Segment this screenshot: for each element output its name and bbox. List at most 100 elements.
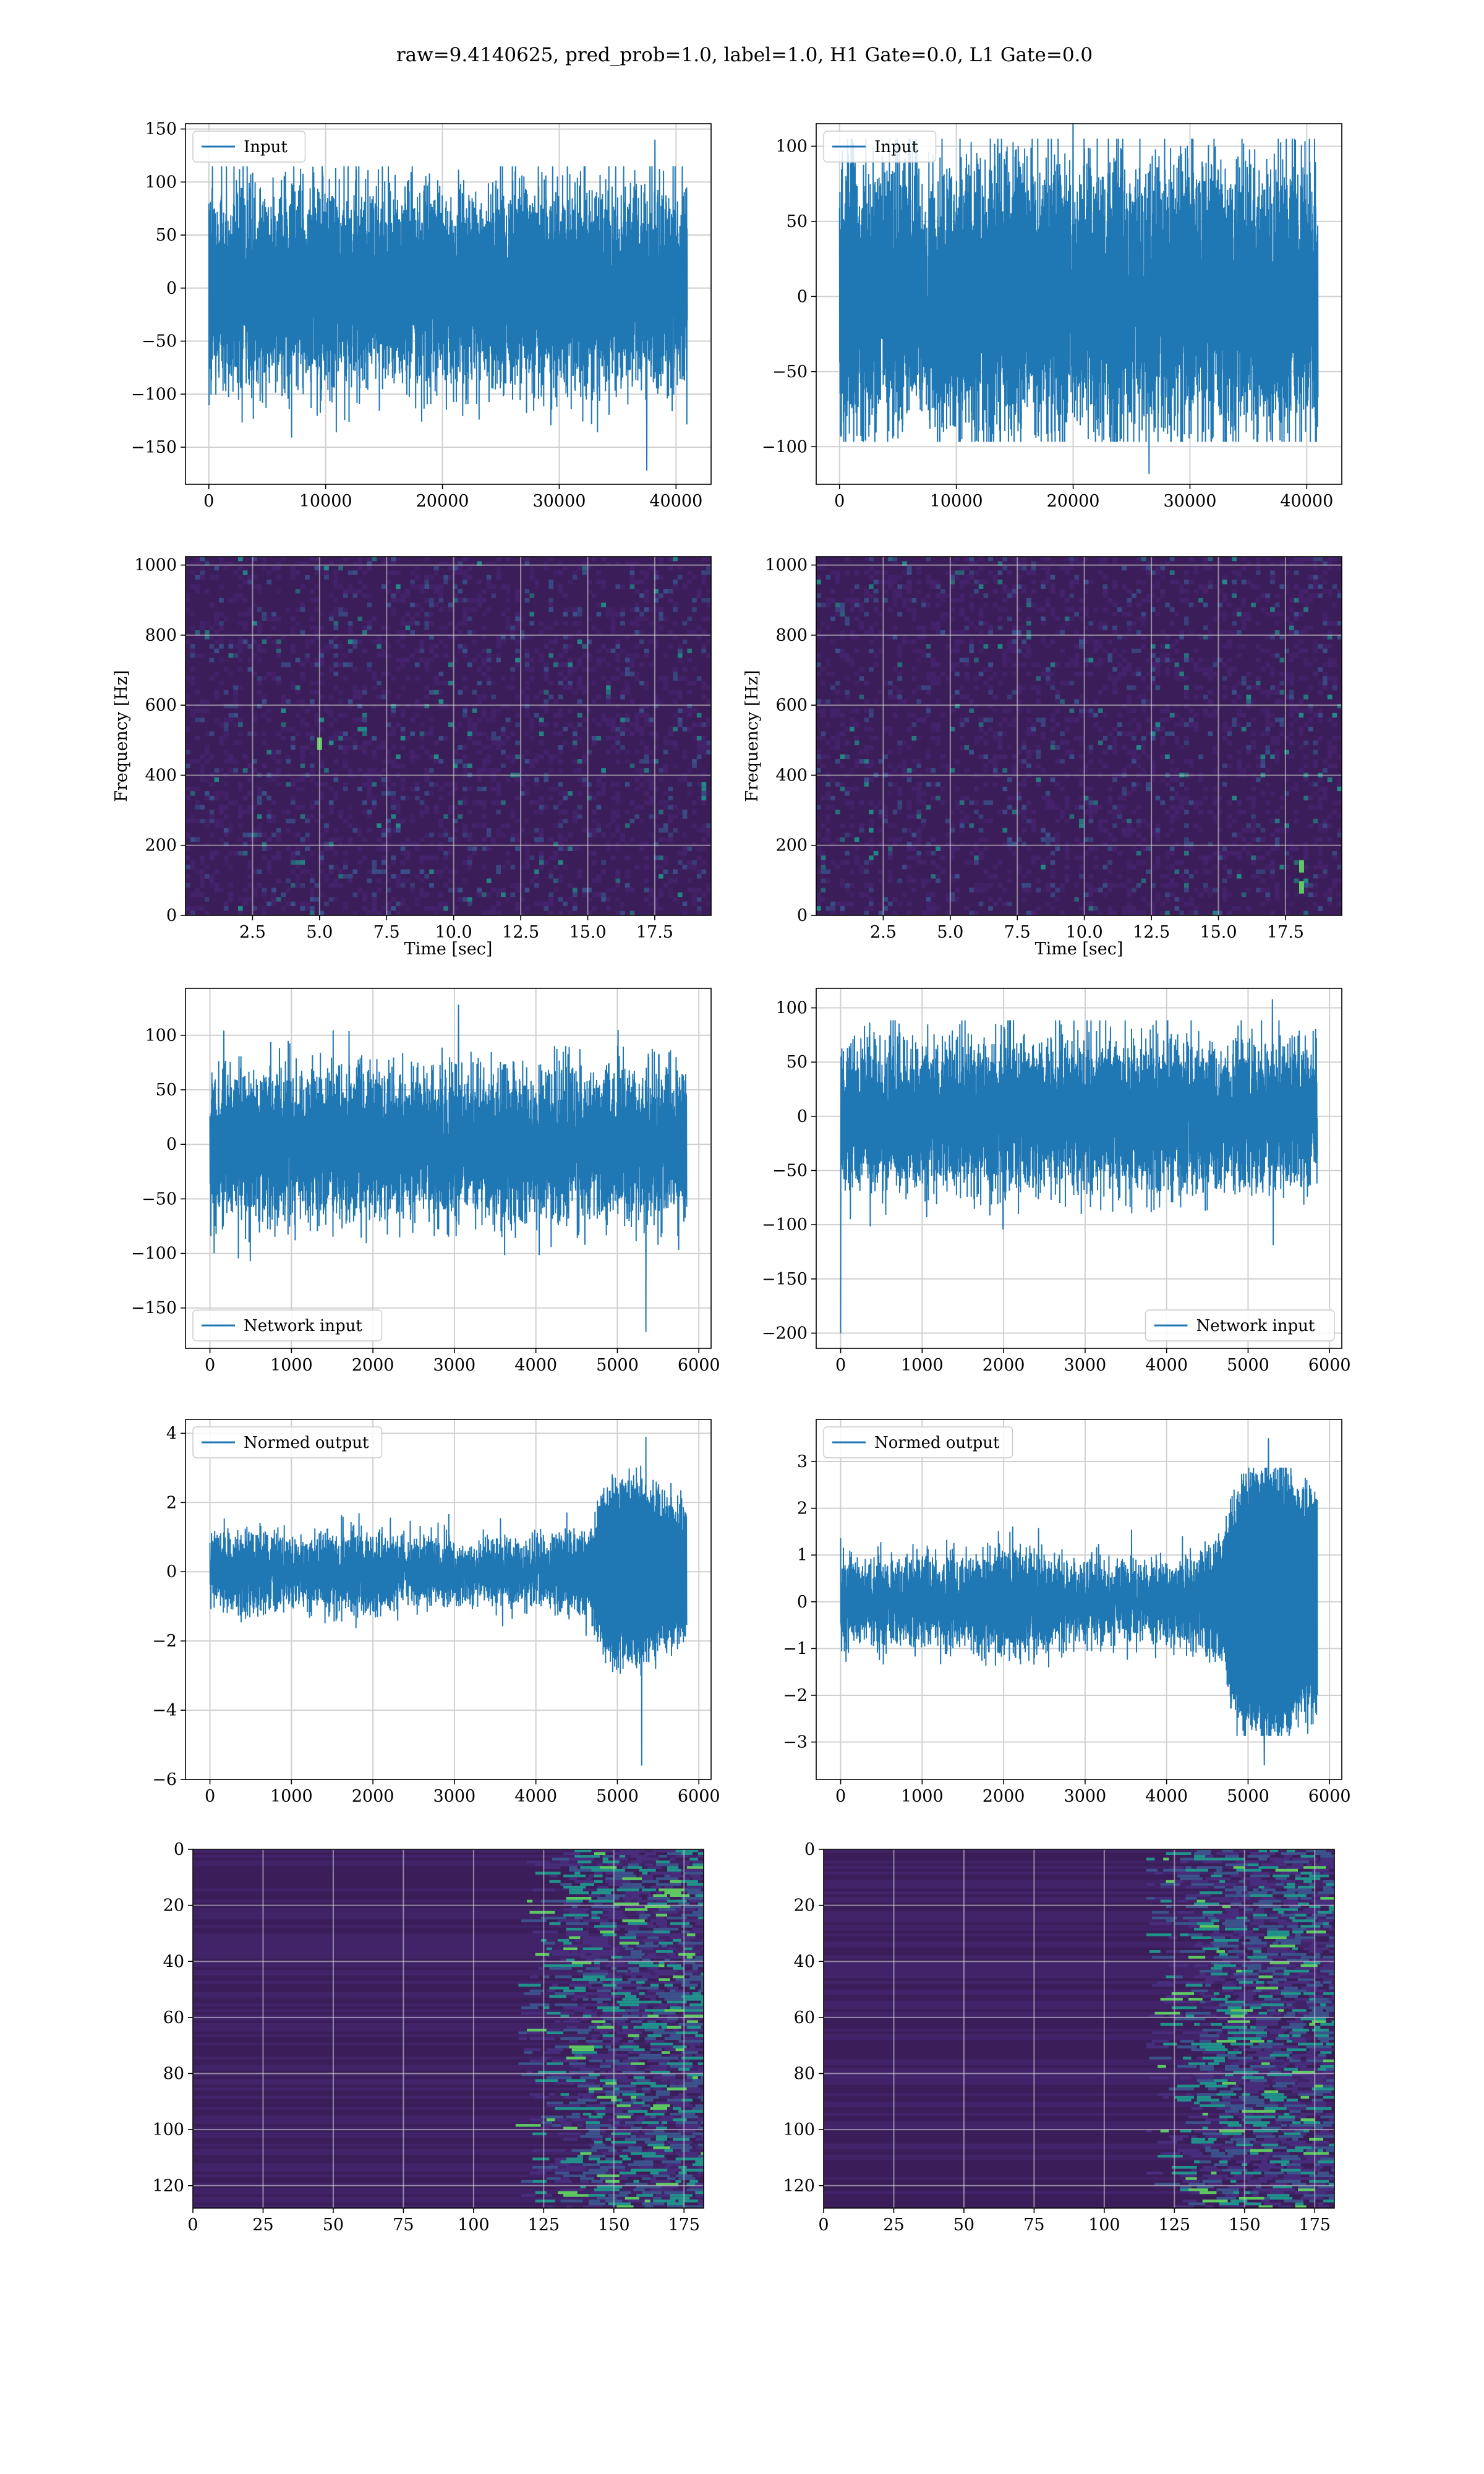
heatmap-cell bbox=[386, 786, 391, 792]
heatmap-cell bbox=[1002, 828, 1008, 833]
heatmap-cell bbox=[1169, 846, 1175, 851]
heatmap-cell bbox=[629, 584, 635, 589]
heatmap-cell bbox=[333, 580, 339, 584]
heatmap-cell bbox=[424, 685, 430, 690]
tick-label-x: 17.5 bbox=[636, 923, 673, 942]
heatmap-cell bbox=[482, 892, 487, 897]
heatmap-cell bbox=[677, 644, 683, 649]
heatmap-cell bbox=[414, 703, 420, 709]
heatmap-cell bbox=[1055, 722, 1060, 727]
panel-spectrogram-h1: 2.5 5.0 7.5 10.0 12.5 15.0 17.5020040060080010… bbox=[112, 556, 712, 959]
heatmap-cell bbox=[291, 616, 296, 622]
heatmap-cell bbox=[400, 708, 406, 713]
heatmap-cell bbox=[1060, 731, 1065, 736]
heatmap-cell bbox=[902, 699, 907, 704]
heatmap-cell bbox=[978, 754, 984, 760]
heatmap-cell bbox=[419, 869, 425, 874]
heatmap-cell bbox=[950, 570, 955, 575]
heatmap-cell bbox=[1327, 630, 1333, 635]
heatmap-cell bbox=[472, 690, 477, 695]
heatmap-cell bbox=[1174, 842, 1180, 847]
heatmap-cell bbox=[429, 644, 434, 649]
heatmap-cell bbox=[1088, 621, 1094, 626]
heatmap-cell bbox=[620, 727, 625, 732]
heatmap-cell bbox=[835, 648, 840, 654]
heatmap-cell bbox=[433, 759, 439, 764]
heatmap-cell bbox=[195, 575, 200, 580]
heatmap-cell bbox=[659, 699, 663, 704]
axes-frame bbox=[185, 123, 712, 485]
heatmap-cell bbox=[195, 589, 200, 594]
heatmap-cell bbox=[391, 763, 396, 768]
heatmap-cell bbox=[644, 855, 649, 860]
heatmap-cell bbox=[496, 800, 501, 805]
heatmap-cell bbox=[328, 639, 334, 644]
heatmap-cell bbox=[955, 575, 960, 580]
heatmap-cell bbox=[496, 786, 501, 792]
heatmap-cell bbox=[486, 676, 492, 681]
heatmap-cell bbox=[496, 782, 501, 787]
heatmap-cell bbox=[1079, 754, 1084, 760]
heatmap-cell bbox=[950, 695, 955, 700]
heatmap-cell bbox=[1107, 671, 1113, 677]
heatmap-cell bbox=[1265, 722, 1271, 727]
heatmap-cell bbox=[1318, 906, 1323, 911]
heatmap-cell bbox=[386, 910, 391, 915]
heatmap-cell bbox=[964, 818, 970, 824]
heatmap-cell bbox=[515, 695, 520, 700]
heatmap-cell bbox=[433, 565, 439, 571]
heatmap-cell bbox=[1303, 602, 1308, 607]
heatmap-cell bbox=[1241, 828, 1247, 833]
heatmap-cell bbox=[1117, 883, 1122, 888]
heatmap-cell bbox=[563, 837, 568, 842]
heatmap-cell bbox=[1141, 612, 1146, 617]
heatmap-cell bbox=[1050, 740, 1055, 745]
heatmap-cell bbox=[544, 625, 549, 630]
heatmap-cell bbox=[845, 850, 850, 856]
heatmap-cell bbox=[410, 584, 415, 589]
heatmap-cell bbox=[242, 621, 248, 626]
heatmap-cell bbox=[601, 713, 606, 718]
heatmap-cell bbox=[539, 722, 544, 727]
heatmap-cell bbox=[816, 736, 821, 741]
heatmap-cell bbox=[854, 837, 859, 842]
heatmap-cell bbox=[673, 557, 678, 562]
heatmap-cell bbox=[1284, 777, 1289, 782]
heatmap-cell bbox=[916, 565, 921, 571]
heatmap-cell bbox=[463, 557, 467, 562]
heatmap-cell bbox=[1150, 607, 1156, 612]
heatmap-cell bbox=[324, 703, 329, 709]
heatmap-cell bbox=[362, 690, 367, 695]
heatmap-cell bbox=[414, 584, 420, 589]
heatmap-cell bbox=[524, 657, 530, 662]
heatmap-cell bbox=[238, 657, 243, 662]
heatmap-cell bbox=[1150, 662, 1156, 667]
heatmap-cell bbox=[1232, 717, 1237, 722]
heatmap-cell bbox=[1002, 607, 1008, 612]
heatmap-cell bbox=[825, 597, 831, 603]
heatmap-cell bbox=[1002, 671, 1008, 677]
heatmap-cell bbox=[1093, 906, 1098, 911]
heatmap-cell bbox=[286, 846, 291, 851]
heatmap-cell bbox=[892, 685, 898, 690]
heatmap-cell bbox=[1021, 639, 1026, 644]
heatmap-cell bbox=[271, 901, 276, 907]
heatmap-cell bbox=[577, 630, 582, 635]
heatmap-cell bbox=[242, 597, 248, 603]
heatmap-cell bbox=[219, 625, 224, 630]
heatmap-cell bbox=[1031, 565, 1036, 571]
heatmap-cell bbox=[1007, 805, 1012, 810]
heatmap-cell bbox=[1160, 777, 1166, 782]
heatmap-cell bbox=[219, 639, 224, 644]
heatmap-cells bbox=[186, 557, 711, 915]
heatmap-cell bbox=[1122, 667, 1127, 672]
heatmap-cell bbox=[1260, 708, 1266, 713]
heatmap-cell bbox=[1021, 584, 1026, 589]
heatmap-cell bbox=[964, 795, 970, 801]
heatmap-cell bbox=[883, 570, 888, 575]
heatmap-cell bbox=[433, 805, 439, 810]
heatmap-cell bbox=[644, 607, 649, 612]
heatmap-cell bbox=[1007, 570, 1012, 575]
heatmap-cell bbox=[974, 657, 979, 662]
heatmap-cell bbox=[1079, 782, 1084, 787]
